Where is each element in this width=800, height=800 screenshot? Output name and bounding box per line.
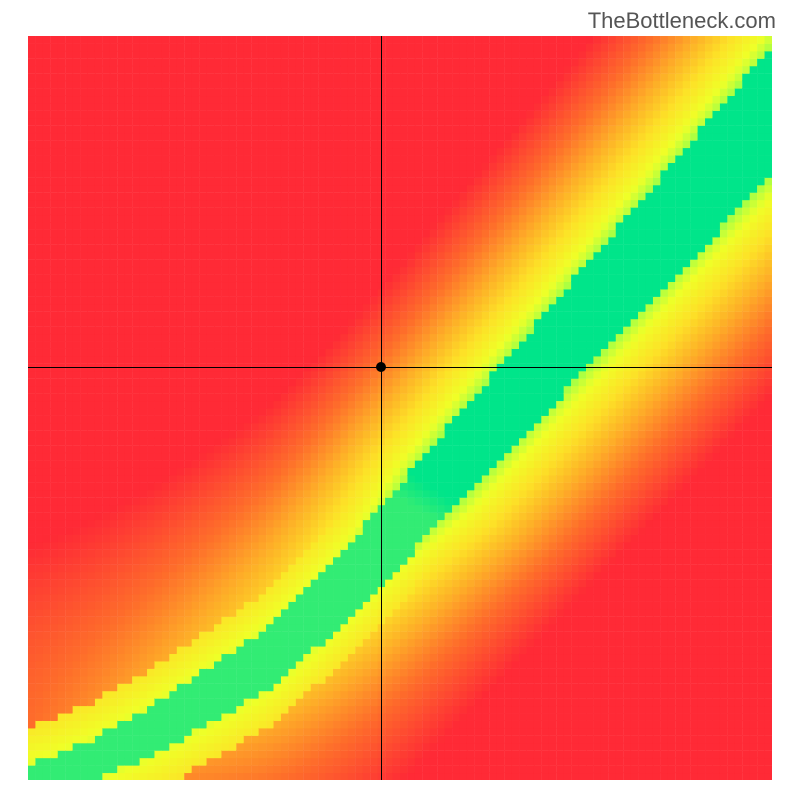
watermark-text: TheBottleneck.com	[588, 8, 776, 34]
heatmap-canvas	[28, 36, 772, 780]
bottleneck-heatmap	[28, 36, 772, 780]
crosshair-horizontal	[28, 367, 772, 368]
crosshair-marker	[376, 362, 386, 372]
crosshair-vertical	[381, 36, 382, 780]
